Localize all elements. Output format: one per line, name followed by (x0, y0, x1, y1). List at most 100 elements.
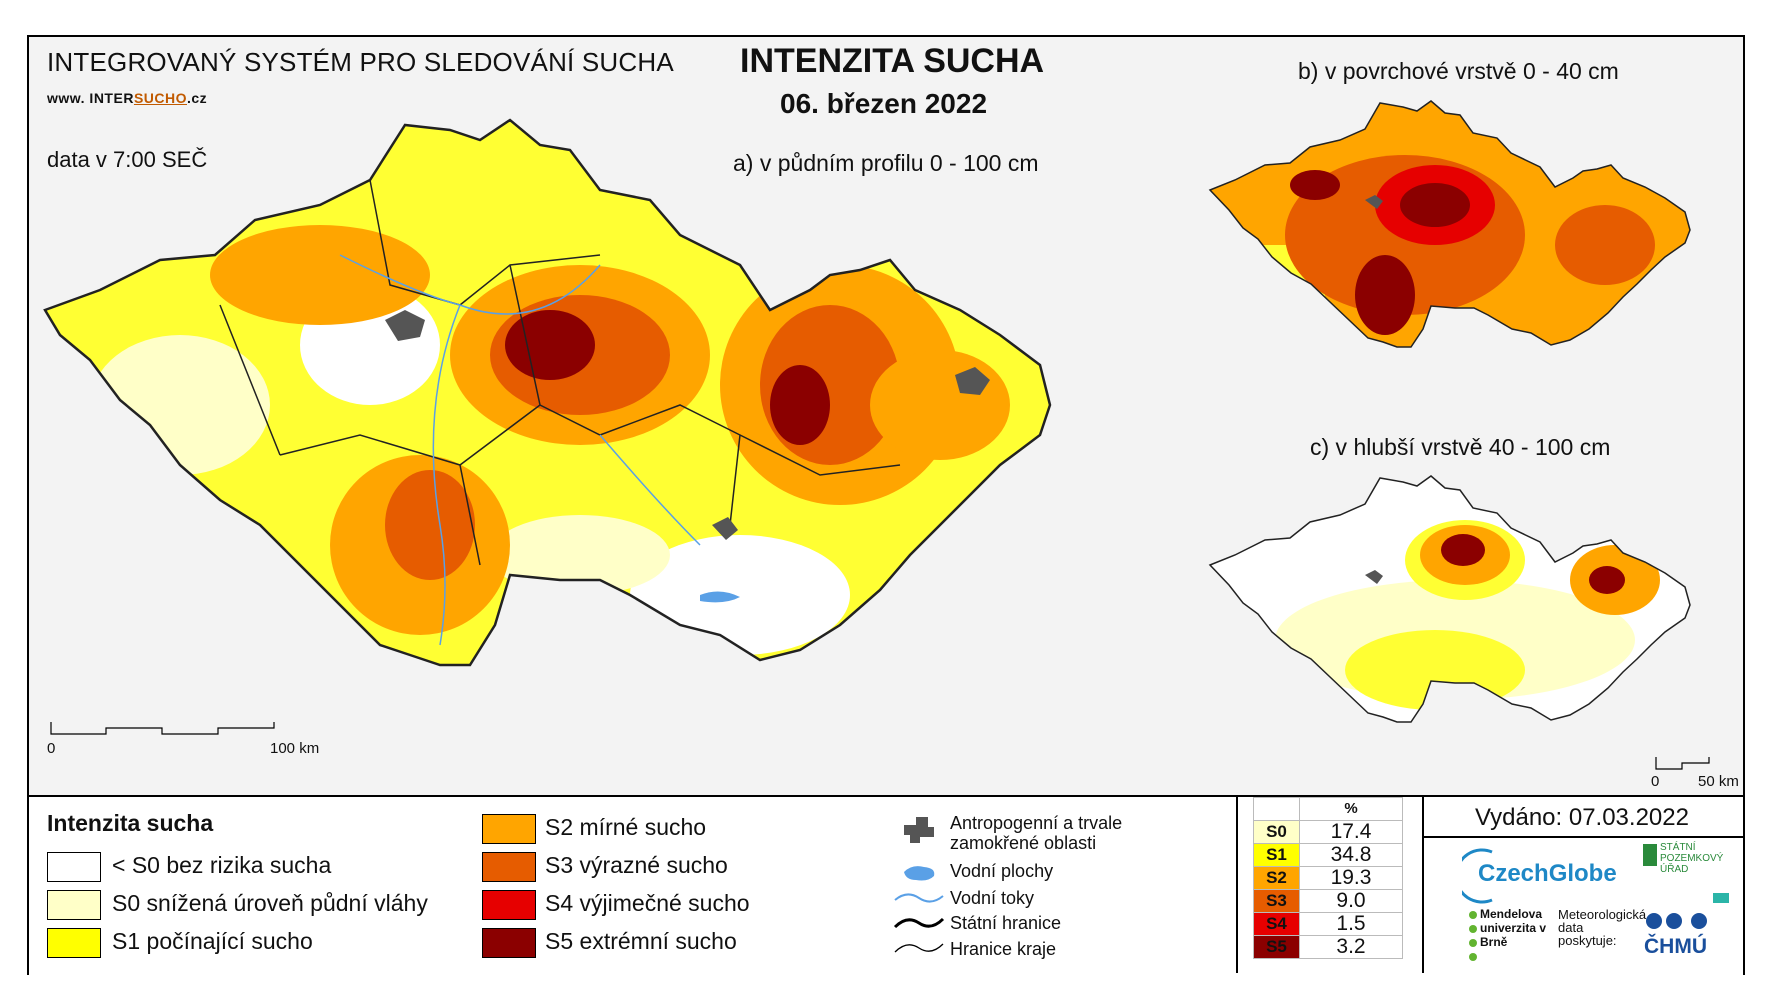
czechglobe-logo: CzechGlobe (1478, 860, 1617, 887)
legend-label-state-border: Státní hranice (950, 913, 1062, 933)
chmu-logo-icon (1646, 913, 1707, 929)
small-scale-bar (1655, 757, 1710, 770)
main-map-urban-brno (712, 517, 738, 540)
data-time: data v 7:00 SEČ (47, 147, 208, 172)
stats-row-s0: S0 17.4 (1253, 820, 1403, 844)
state-border-icon (893, 917, 945, 929)
spu-logo: STÁTNÍ POZEMKOVÝ ÚŘAD (1660, 842, 1724, 875)
deep-map-zone-s5-center (1441, 534, 1485, 566)
legend-divider (1236, 797, 1238, 973)
surface-map-zone-s5-north (1290, 170, 1340, 200)
urban-area-icon (904, 817, 934, 843)
stats-header-code (1253, 797, 1300, 821)
surface-map-zone-s5-center (1400, 183, 1470, 227)
mendelu-dots-icon (1469, 911, 1477, 961)
small-scale-end: 50 km (1698, 773, 1739, 790)
main-scale-bar (50, 722, 275, 735)
stats-value: 17.4 (1299, 820, 1403, 844)
legend-label-urban-line1: Antropogenní a trvale (950, 813, 1123, 833)
stats-value: 1.5 (1299, 912, 1403, 936)
chmu-logo-dot (1666, 913, 1682, 929)
mendelu-dot (1469, 953, 1477, 961)
stats-header-unit: % (1299, 797, 1403, 821)
legend-label-s3: S3 výrazné sucho (545, 852, 728, 878)
spu-accent-icon (1713, 893, 1729, 903)
water-body-icon (904, 866, 935, 881)
stats-code: S2 (1253, 866, 1300, 890)
legend-label-below-s0: < S0 bez rizika sucha (112, 852, 332, 878)
website-mid: SUCHO (133, 90, 187, 106)
legend-swatch-s4 (482, 890, 536, 920)
surface-drought-map (1208, 100, 1691, 348)
river-icon (894, 893, 944, 903)
region-border-icon-line (894, 943, 944, 953)
main-map-zone-s5-east (770, 365, 830, 445)
page-title: INTENZITA SUCHA (740, 42, 1045, 80)
water-body-icon-shape (904, 866, 935, 881)
stats-code: S3 (1253, 889, 1300, 913)
czechglobe-logo-arc (1462, 848, 1493, 904)
legend-label-s5: S5 extrémní sucho (545, 928, 737, 954)
deep-map-label: c) v hlubší vrstvě 40 - 100 cm (1310, 434, 1611, 460)
drought-stats-table: % S0 17.4 S1 34.8 S2 19.3 S3 9.0 S4 1.5 S5 3.2 (1253, 797, 1403, 959)
main-map-zone-s0 (90, 335, 270, 475)
legend-label-river: Vodní toky (950, 888, 1035, 908)
mendelu-dot (1469, 911, 1477, 919)
stats-code: S1 (1253, 843, 1300, 867)
small-scale-bar-line (1655, 757, 1710, 770)
stats-row-s2: S2 19.3 (1253, 866, 1403, 890)
main-map-zone-s0-2 (490, 515, 670, 595)
deep-map-urban-prague (1365, 570, 1383, 584)
main-map-zone-s3-south (385, 470, 475, 580)
legend-label-s4: S4 výjimečné sucho (545, 890, 750, 916)
legend-swatch-s3 (482, 852, 536, 882)
surface-map-label: b) v povrchové vrstvě 0 - 40 cm (1298, 58, 1619, 84)
legend-swatch-below-s0 (47, 852, 101, 882)
website-prefix: www. INTER (47, 90, 134, 106)
stats-value: 9.0 (1299, 889, 1403, 913)
chmu-logo: ČHMÚ (1644, 935, 1707, 958)
map-date: 06. březen 2022 (780, 88, 988, 119)
urban-area-icon-shape (904, 817, 934, 843)
chmu-logo-dot (1691, 913, 1707, 929)
legend-label-s2: S2 mírné sucho (545, 814, 707, 840)
legend-title: Intenzita sucha (47, 810, 214, 836)
region-border-icon (894, 943, 944, 953)
main-scale-bar-line (50, 722, 275, 735)
spu-logo-icon (1643, 844, 1657, 866)
main-map-urban-ostrava (955, 367, 990, 395)
mendelu-dot (1469, 939, 1477, 947)
chmu-logo-dot (1646, 913, 1662, 929)
deep-map-zone-s5-east (1589, 566, 1625, 594)
main-drought-map (43, 118, 1052, 667)
czechglobe-logo-icon (1462, 848, 1493, 904)
deep-map-state-border (1208, 475, 1691, 723)
deep-drought-map (1208, 475, 1691, 723)
legend-label-water: Vodní plochy (950, 861, 1054, 881)
website-link[interactable]: www. INTERSUCHO.cz (47, 90, 207, 106)
main-map-zone-s2-se (870, 350, 1010, 460)
issued-date: Vydáno: 07.03.2022 (1475, 804, 1689, 831)
small-scale-start: 0 (1651, 773, 1660, 790)
surface-map-zone-s3-east (1555, 205, 1655, 285)
meteo-data-provider-text: Meteorologická data poskytuje: (1558, 907, 1647, 948)
surface-map-urban-prague (1365, 195, 1383, 209)
legend-panel (29, 795, 1743, 975)
legend-label-s1: S1 počínající sucho (112, 928, 313, 954)
legend-swatch-s5 (482, 928, 536, 958)
main-scale-start: 0 (47, 740, 56, 757)
stats-row-s5: S5 3.2 (1253, 935, 1403, 959)
surface-map-state-border (1208, 100, 1691, 348)
main-map-zone-s5-ne (505, 310, 595, 380)
legend-swatch-s1 (47, 928, 101, 958)
legend-label-s0: S0 snížená úroveň půdní vláhy (112, 890, 428, 916)
stats-header-row: % (1253, 797, 1403, 821)
stats-code: S4 (1253, 912, 1300, 936)
legend-swatch-s0 (47, 890, 101, 920)
stats-code: S5 (1253, 935, 1300, 959)
stats-code: S0 (1253, 820, 1300, 844)
website-suffix: .cz (187, 90, 208, 106)
issued-divider (1424, 836, 1743, 838)
footer-divider (1422, 797, 1424, 973)
river-icon-line (894, 893, 944, 903)
